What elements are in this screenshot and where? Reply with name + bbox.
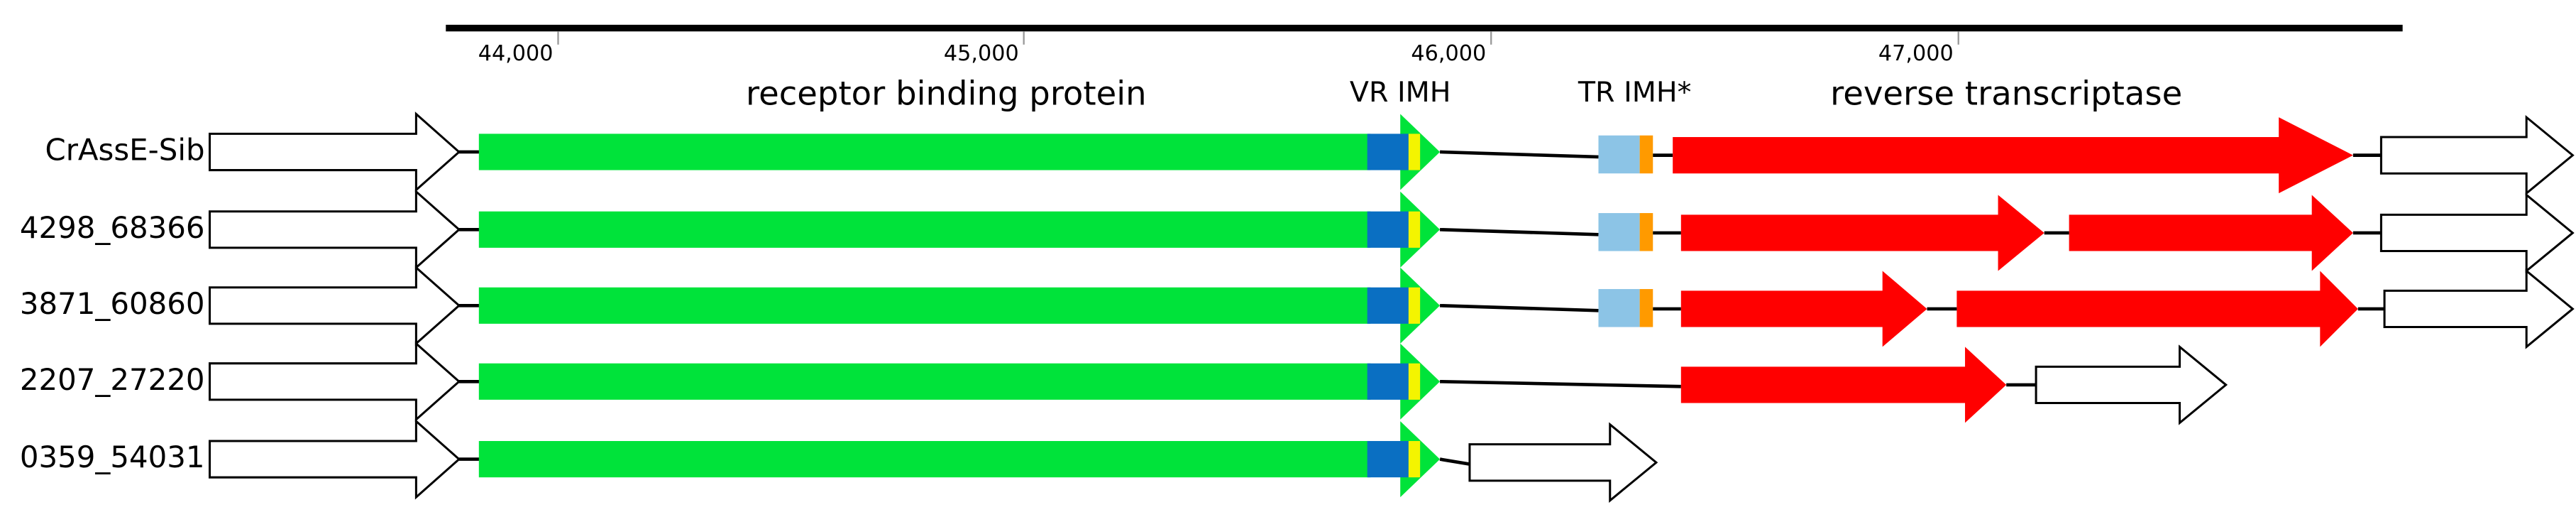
flank-gene <box>2379 114 2575 196</box>
row-label: 0359_54031 <box>20 440 205 474</box>
flank-gene <box>209 111 461 192</box>
tr-imh <box>1639 213 1653 251</box>
flank-gene <box>2379 192 2575 273</box>
vr-region <box>1367 134 1409 170</box>
rt-gene <box>2069 195 2353 271</box>
vr-region <box>1367 441 1409 478</box>
rt-gene <box>1680 347 2007 423</box>
rt-gene <box>1680 271 1927 347</box>
axis-tick-label: 47,000 <box>1878 41 1954 66</box>
receptor-gene <box>478 287 1371 324</box>
flank-gene <box>1468 422 1658 503</box>
tr-imh <box>1639 135 1653 174</box>
rt-gene <box>1673 117 2353 194</box>
axis-tick-label: 46,000 <box>1411 41 1486 66</box>
imh-region <box>1408 441 1421 478</box>
vr-imh-label: VR IMH <box>1350 76 1451 109</box>
connector <box>1439 457 1470 466</box>
rt-gene <box>1956 271 2358 347</box>
tr-region <box>1598 213 1640 251</box>
receptor-gene <box>478 363 1371 400</box>
tr-imh <box>1639 289 1653 327</box>
imh-region <box>1408 134 1421 170</box>
flank-gene <box>209 341 461 423</box>
receptor-label: receptor binding protein <box>746 74 1147 112</box>
tr-region <box>1598 135 1640 174</box>
axis-tick-label: 44,000 <box>478 41 554 66</box>
vr-region <box>1367 363 1409 400</box>
connector <box>1440 227 1599 236</box>
flank-gene <box>2035 344 2228 425</box>
vr-region <box>1367 287 1409 324</box>
flank-gene <box>209 189 461 271</box>
row-label: 4298_68366 <box>20 210 205 245</box>
axis-tick-label: 45,000 <box>944 41 1019 66</box>
row-label: CrAssE-Sib <box>45 132 204 167</box>
receptor-gene <box>478 134 1371 170</box>
flank-gene <box>209 265 461 347</box>
connector <box>1440 303 1599 312</box>
row-label: 3871_60860 <box>20 286 205 321</box>
receptor-gene <box>478 441 1371 478</box>
imh-region <box>1408 287 1421 324</box>
tr-region <box>1598 289 1640 327</box>
rt-gene <box>1680 195 2044 271</box>
flank-gene <box>2383 268 2575 349</box>
receptor-gene <box>478 211 1371 248</box>
tr-imh-label: TR IMH* <box>1578 76 1691 109</box>
row-label: 2207_27220 <box>20 362 205 397</box>
vr-region <box>1367 211 1409 248</box>
connector <box>1440 150 1599 159</box>
imh-region <box>1408 211 1421 248</box>
imh-region <box>1408 363 1421 400</box>
rt-label: reverse transcriptase <box>1830 74 2182 112</box>
flank-gene <box>209 418 461 500</box>
connector <box>1440 379 1681 388</box>
